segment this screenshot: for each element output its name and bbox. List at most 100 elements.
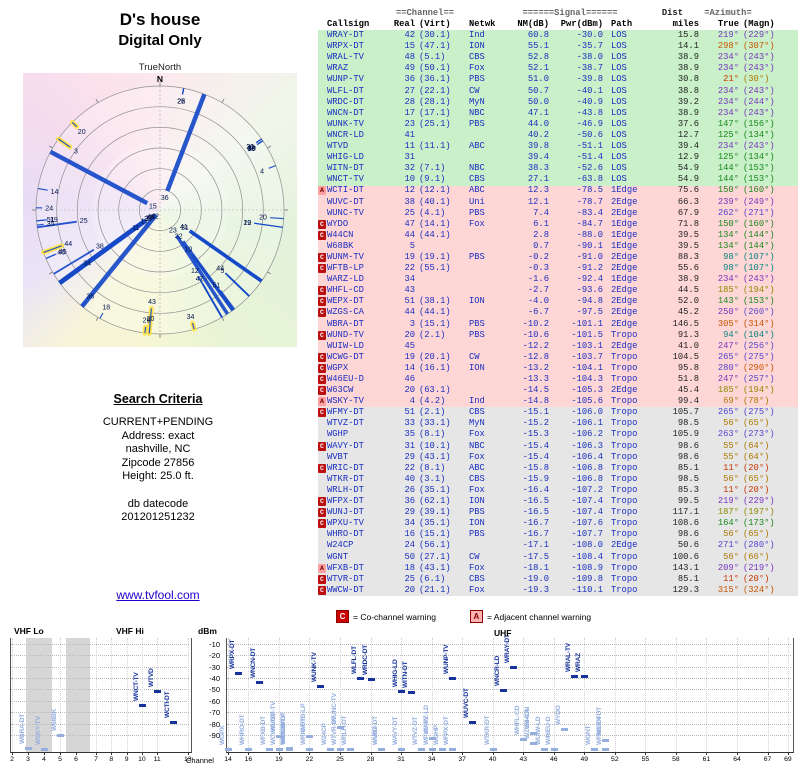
pwr-dbm-cell: -43.8 [576, 107, 603, 118]
callsign-link[interactable]: WTVZ-DT [327, 418, 364, 429]
callsign-link[interactable]: WFTB-LP [327, 263, 364, 274]
callsign-link[interactable]: WNCN-DT [327, 107, 364, 118]
callsign-link[interactable]: WFPX-DT [327, 496, 364, 507]
x-tick [187, 752, 189, 755]
callsign-link[interactable]: WBRA-DT [327, 318, 364, 329]
co-channel-warning-icon: C [318, 308, 326, 318]
callsign-link[interactable]: WRDC-DT [327, 96, 364, 107]
callsign-link[interactable]: WUVC-DT [327, 196, 364, 207]
pwr-dbm-cell: -39.8 [576, 74, 603, 85]
callsign-link[interactable]: WRAL-TV [327, 52, 364, 63]
station-label: WRLH-DT [341, 715, 349, 745]
gridline [462, 638, 464, 752]
azimuth-true-cell: 56° [723, 418, 739, 429]
station-label: WTVR-DT [330, 716, 338, 745]
azimuth-true-cell: 234° [717, 85, 739, 96]
azimuth-true-cell: 234° [717, 274, 739, 285]
azimuth-magn-cell: (65°) [743, 529, 770, 540]
callsign-link[interactable]: WUNK-TV [327, 118, 364, 129]
callsign-link[interactable]: WYDO [327, 218, 349, 229]
callsign-link[interactable]: WVBT [327, 451, 349, 462]
gridline [76, 638, 77, 752]
callsign-link[interactable]: WAVY-DT [327, 440, 364, 451]
pwr-dbm-cell: -35.7 [576, 41, 603, 52]
pwr-dbm-cell: -110.1 [571, 584, 603, 595]
callsign-link[interactable]: WEPX-DT [327, 296, 364, 307]
callsign-link[interactable]: WUNM-TV [327, 251, 364, 262]
pwr-dbm-cell: -107.6 [571, 518, 603, 529]
callsign-link[interactable]: WUIW-LD [327, 340, 364, 351]
callsign-link[interactable]: WNCT-TV [327, 174, 364, 185]
pwr-dbm-cell: -101.5 [571, 329, 603, 340]
station-marker [428, 748, 436, 751]
warning-marker-cell: C [318, 496, 327, 507]
y-tick-label: -70 [209, 708, 220, 718]
table-row: C WEPX-DT 51 (38.1) ION -4.0 -94.8 2Edge 52.0 143… [318, 296, 798, 308]
callsign-link[interactable]: WFXB-DT [327, 562, 364, 573]
adjacent-channel-warning-icon: A [318, 186, 326, 196]
callsign-link[interactable]: WRIC-DT [327, 462, 364, 473]
azimuth-true-cell: 247° [717, 374, 739, 384]
report-title-line1: D's house [119, 10, 201, 29]
x-tick [431, 752, 433, 755]
network-cell: PBS [469, 251, 485, 262]
real-channel-cell: 27 [404, 85, 415, 96]
svg-text:49: 49 [147, 214, 155, 221]
callsign-link[interactable]: WGHP [327, 429, 349, 440]
warning-marker-cell: C [318, 518, 327, 529]
callsign-link[interactable]: WITN-DT [327, 163, 364, 174]
callsign-link[interactable]: WZGS-CA [327, 307, 364, 318]
callsign-link[interactable]: WNCR-LD [327, 129, 364, 140]
station-marker [336, 726, 344, 730]
callsign-link[interactable]: WLFL-DT [327, 85, 364, 96]
callsign-link[interactable]: WCTI-DT [327, 185, 364, 196]
station-marker [57, 734, 64, 737]
callsign-link[interactable]: WHRO-DT [327, 529, 364, 540]
callsign-link[interactable]: WSKY-TV [327, 396, 364, 407]
pwr-dbm-cell: -50.6 [576, 129, 603, 140]
callsign-link[interactable]: WRLH-DT [327, 484, 364, 495]
callsign-link[interactable]: WHFL-CD [327, 285, 364, 296]
real-channel-cell: 41 [404, 129, 415, 140]
station-marker [138, 704, 146, 708]
callsign-link[interactable]: WTVR-DT [327, 573, 364, 584]
azimuth-true-cell: 125° [717, 152, 739, 163]
true-north-label: TrueNorth [138, 62, 182, 73]
callsign-link[interactable]: WGNT [327, 551, 349, 562]
callsign-link[interactable]: WGPX [327, 362, 349, 373]
callsign-link[interactable]: WWCW-DT [327, 584, 364, 595]
x-tick [60, 752, 61, 755]
callsign-link[interactable]: WTKR-DT [327, 473, 364, 484]
virtual-channel-cell: (10.1) [419, 440, 451, 451]
callsign-link[interactable]: WCWG-DT [327, 351, 364, 362]
callsign-link[interactable]: WUNC-TV [327, 207, 364, 218]
table-row: C WYDO 47 (14.1) Fox 6.1 -84.7 1Edge 71.8 150° (16… [318, 219, 798, 230]
callsign-link[interactable]: WTVD [327, 141, 349, 152]
callsign-link[interactable]: WRPX-DT [327, 41, 364, 52]
warning-marker-cell: C [318, 407, 327, 418]
callsign-link[interactable]: WPXU-TV [327, 518, 364, 529]
callsign-link[interactable]: W24CP [327, 540, 354, 551]
x-tick [370, 752, 372, 755]
callsign-link[interactable]: WUNP-TV [327, 74, 364, 85]
callsign-link[interactable]: W63CW [327, 385, 354, 396]
co-channel-warning-icon: C [318, 408, 326, 418]
callsign-link[interactable]: WUNJ-DT [327, 507, 364, 518]
callsign-link[interactable]: WFMY-DT [327, 407, 364, 418]
callsign-link[interactable]: W68BK [327, 240, 354, 251]
network-cell: ION [469, 518, 485, 529]
x-tick [44, 752, 45, 755]
callsign-link[interactable]: WUND-TV [327, 329, 364, 340]
svg-text:31: 31 [246, 144, 254, 151]
callsign-link[interactable]: WRAY-DT [327, 30, 364, 41]
x-tick-label: 5 [58, 756, 62, 763]
network-cell: NBC [469, 440, 485, 451]
callsign-link[interactable]: WARZ-LD [327, 274, 364, 285]
callsign-link[interactable]: W46EU-D [327, 374, 364, 384]
co-channel-warning-icon: C [318, 386, 326, 396]
callsign-link[interactable]: WHIG-LD [327, 152, 364, 163]
pwr-dbm-cell: -101.1 [571, 318, 603, 329]
callsign-link[interactable]: W44CN [327, 229, 354, 240]
callsign-link[interactable]: WRAZ [327, 63, 349, 74]
tvfool-link[interactable]: www.tvfool.com [116, 588, 200, 602]
